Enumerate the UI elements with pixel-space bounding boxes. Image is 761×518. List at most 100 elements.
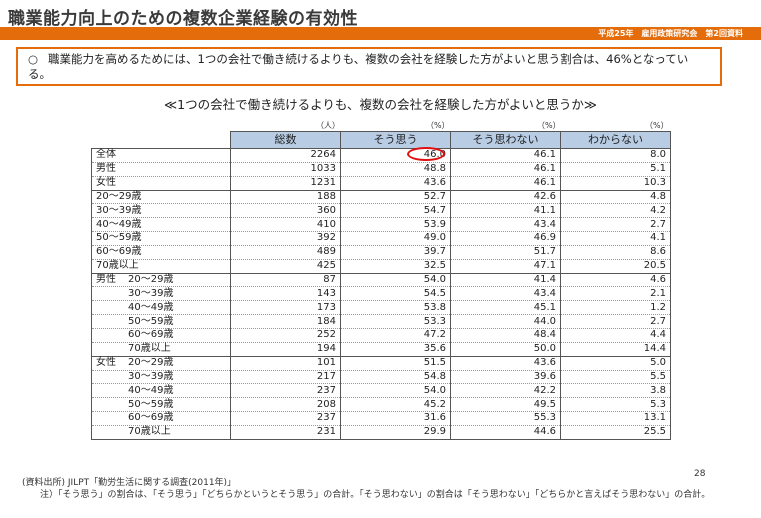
row-label: 60～69歳 xyxy=(91,411,231,426)
cell-unknown: 1.2 xyxy=(560,300,671,316)
unit-no: （%） xyxy=(537,121,561,130)
cell-yes: 43.6 xyxy=(340,176,451,191)
table-row: 70歳以上 231 29.9 44.6 25.5 xyxy=(91,425,671,440)
row-label: 30～39歳 xyxy=(91,203,231,219)
cell-no: 55.3 xyxy=(450,411,561,426)
cell-yes: 52.7 xyxy=(340,189,451,205)
row-label: 男性 20～29歳 xyxy=(91,272,231,288)
cell-unknown: 20.5 xyxy=(560,259,671,274)
cell-no: 44.6 xyxy=(450,425,561,440)
cell-no: 46.1 xyxy=(450,148,561,163)
cell-yes: 54.5 xyxy=(340,286,451,302)
header-no: そう思わない xyxy=(450,131,561,149)
row-category: 50～59歳 xyxy=(96,232,142,244)
cell-total: 1033 xyxy=(230,162,341,177)
unit-unknown: （%） xyxy=(645,121,669,130)
table-row: 50～59歳 184 53.3 44.0 2.7 xyxy=(91,314,671,329)
cell-yes: 53.9 xyxy=(340,217,451,233)
table-row: 70歳以上 425 32.5 47.1 20.5 xyxy=(91,259,671,274)
cell-yes: 51.5 xyxy=(340,355,451,371)
header-unknown: わからない xyxy=(560,131,671,149)
cell-no: 42.6 xyxy=(450,189,561,205)
cell-total: 208 xyxy=(230,397,341,413)
table-row: 男性 1033 48.8 46.1 5.1 xyxy=(91,162,671,177)
row-category: 20～29歳 xyxy=(96,190,142,202)
row-label: 70歳以上 xyxy=(91,259,231,274)
cell-yes: 32.5 xyxy=(340,259,451,274)
row-category: 40～49歳 xyxy=(96,218,142,230)
cell-no: 49.5 xyxy=(450,397,561,413)
unit-total: （人） xyxy=(316,121,340,130)
summary-text: 職業能力を高めるためには、1つの会社で働き続けるよりも、複数の会社を経験した方が… xyxy=(28,52,689,81)
table-row: 50～59歳 208 45.2 49.5 5.3 xyxy=(91,397,671,413)
table-row: 60～69歳 252 47.2 48.4 4.4 xyxy=(91,328,671,343)
row-label: 70歳以上 xyxy=(91,342,231,357)
cell-total: 410 xyxy=(230,217,341,233)
cell-no: 42.2 xyxy=(450,383,561,399)
cell-unknown: 4.6 xyxy=(560,272,671,288)
row-label: 30～39歳 xyxy=(91,286,231,302)
cell-yes: 54.0 xyxy=(340,383,451,399)
unit-yes: （%） xyxy=(426,121,450,130)
row-category: 男性 xyxy=(96,163,116,175)
cell-no: 45.1 xyxy=(450,300,561,316)
cell-total: 2264 xyxy=(230,148,341,163)
cell-no: 46.1 xyxy=(450,162,561,177)
header-total: 総数 xyxy=(230,131,341,149)
cell-yes: 53.8 xyxy=(340,300,451,316)
cell-unknown: 8.6 xyxy=(560,245,671,260)
table-row: 70歳以上 194 35.6 50.0 14.4 xyxy=(91,342,671,357)
cell-no: 43.4 xyxy=(450,286,561,302)
row-label: 40～49歳 xyxy=(91,383,231,399)
cell-unknown: 10.3 xyxy=(560,176,671,191)
cell-total: 101 xyxy=(230,355,341,371)
row-label: 20～29歳 xyxy=(91,189,231,205)
row-label: 50～59歳 xyxy=(91,231,231,246)
cell-no: 41.4 xyxy=(450,272,561,288)
cell-yes: 47.2 xyxy=(340,328,451,343)
cell-no: 48.4 xyxy=(450,328,561,343)
row-category: 70歳以上 xyxy=(128,426,171,438)
row-category: 40～49歳 xyxy=(128,384,174,396)
cell-unknown: 5.3 xyxy=(560,397,671,413)
footnote: 注）「そう思う」の割合は、「そう思う」「どちらかというとそう思う」の合計。「そう… xyxy=(40,490,711,500)
cell-no: 46.1 xyxy=(450,176,561,191)
row-category: 20～29歳 xyxy=(128,357,174,369)
row-category: 20～29歳 xyxy=(128,274,174,286)
table-row: 30～39歳 217 54.8 39.6 5.5 xyxy=(91,370,671,385)
header-blank xyxy=(91,131,231,149)
cell-yes: 54.0 xyxy=(340,272,451,288)
cell-no: 46.9 xyxy=(450,231,561,246)
cell-unknown: 2.7 xyxy=(560,217,671,233)
cell-no: 44.0 xyxy=(450,314,561,329)
row-category: 女性 xyxy=(96,177,116,189)
table-row: 30～39歳 143 54.5 43.4 2.1 xyxy=(91,286,671,302)
row-category: 30～39歳 xyxy=(96,204,142,216)
row-category: 全体 xyxy=(96,149,116,161)
cell-total: 87 xyxy=(230,272,341,288)
cell-no: 47.1 xyxy=(450,259,561,274)
row-label: 全体 xyxy=(91,148,231,163)
cell-no: 43.4 xyxy=(450,217,561,233)
row-label: 女性 xyxy=(91,176,231,191)
cell-yes: 45.2 xyxy=(340,397,451,413)
row-category: 30～39歳 xyxy=(128,370,174,382)
row-category: 30～39歳 xyxy=(128,287,174,299)
row-label: 女性 20～29歳 xyxy=(91,355,231,371)
table-row: 男性 20～29歳 87 54.0 41.4 4.6 xyxy=(91,272,671,288)
cell-yes: 53.3 xyxy=(340,314,451,329)
cell-no: 51.7 xyxy=(450,245,561,260)
row-label: 40～49歳 xyxy=(91,300,231,316)
cell-unknown: 5.5 xyxy=(560,370,671,385)
table-row: 20～29歳 188 52.7 42.6 4.8 xyxy=(91,189,671,205)
cell-unknown: 2.1 xyxy=(560,286,671,302)
cell-unknown: 5.0 xyxy=(560,355,671,371)
row-label: 40～49歳 xyxy=(91,217,231,233)
highlight-circle xyxy=(407,147,445,161)
page-title: 職業能力向上のための複数企業経験の有効性 xyxy=(8,9,358,29)
cell-total: 237 xyxy=(230,383,341,399)
cell-unknown: 4.2 xyxy=(560,203,671,219)
survey-table: 総数 そう思う そう思わない わからない 全体 2264 46.0 46.1 8.0 男性… xyxy=(91,131,671,440)
cell-unknown: 4.4 xyxy=(560,328,671,343)
cell-total: 489 xyxy=(230,245,341,260)
